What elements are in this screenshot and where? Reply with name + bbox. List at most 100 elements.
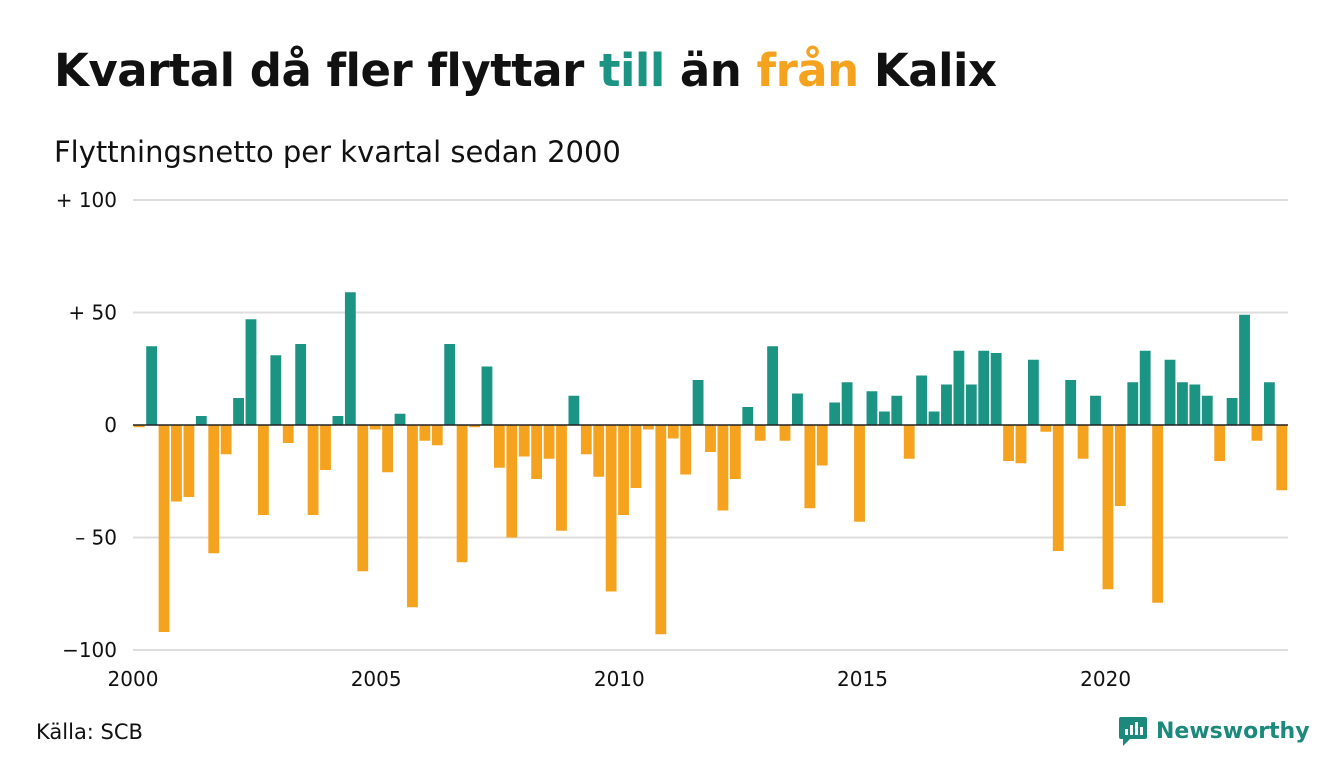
bar: [1090, 395, 1101, 425]
bar: [903, 425, 915, 459]
bar: [792, 393, 803, 425]
bar: [344, 292, 356, 425]
bar: [705, 425, 716, 452]
bar: [543, 425, 555, 459]
bar: [717, 425, 729, 511]
bar: [1003, 425, 1014, 461]
x-tick-label: 2005: [351, 667, 402, 691]
bar: [394, 413, 406, 425]
newsworthy-logo-icon: [1119, 717, 1147, 746]
bar: [580, 425, 592, 455]
bar: [1027, 359, 1039, 425]
bar: [941, 384, 952, 425]
bar: [667, 425, 679, 439]
bar: [1201, 395, 1213, 425]
bar: [146, 346, 158, 425]
x-tick-label: 2020: [1080, 667, 1131, 691]
bar: [245, 319, 257, 425]
title-part-3: Kalix: [858, 44, 997, 97]
bar: [444, 344, 456, 425]
bar: [469, 425, 480, 428]
bar: [692, 380, 704, 425]
bar: [481, 366, 493, 425]
bar: [1251, 425, 1263, 441]
bar: [1127, 382, 1139, 425]
bar: [804, 425, 816, 509]
bar: [307, 425, 319, 515]
bar: [916, 375, 928, 425]
bar: [642, 425, 654, 430]
bar: [518, 425, 530, 457]
bar: [493, 425, 505, 468]
bar: [332, 416, 344, 425]
bar: [729, 425, 741, 479]
bar: [456, 425, 468, 563]
bar: [1065, 380, 1077, 425]
bar: [531, 425, 543, 479]
x-tick-label: 2010: [594, 667, 645, 691]
gridlines: [133, 199, 1288, 651]
chart-subtitle: Flyttningsnetto per kvartal sedan 2000: [54, 135, 621, 169]
bar: [1189, 384, 1201, 425]
bar: [195, 416, 207, 425]
bar: [816, 425, 828, 466]
bar: [407, 425, 418, 608]
x-tick-label: 2000: [108, 667, 159, 691]
bar: [1177, 382, 1188, 425]
bar: [1040, 425, 1052, 432]
bar: [829, 402, 841, 425]
bar: [655, 425, 667, 635]
bar: [133, 425, 145, 428]
bar: [419, 425, 431, 441]
bar: [978, 350, 990, 425]
bar: [754, 425, 766, 441]
bar: [593, 425, 605, 477]
bar: [158, 425, 170, 632]
bar: [1114, 425, 1126, 506]
x-axis-tick-labels: 2000 2005 2010 2015 2020: [108, 667, 1132, 691]
bar: [1102, 425, 1114, 590]
bar: [506, 425, 518, 538]
source-note: Källa: SCB: [36, 720, 143, 744]
y-tick-label: −100: [62, 638, 117, 662]
chart-title: Kvartal då fler flyttar till än från Kal…: [54, 44, 997, 97]
bar: [220, 425, 232, 455]
bar: [680, 425, 692, 475]
bar: [208, 425, 220, 554]
bar: [1052, 425, 1064, 551]
bar: [282, 425, 294, 443]
bar: [990, 353, 1002, 425]
bar: [928, 411, 940, 425]
title-part-2: än: [664, 44, 757, 97]
y-tick-label: + 100: [56, 188, 117, 212]
y-tick-label: 0: [104, 413, 117, 437]
bar: [866, 391, 878, 425]
bar: [618, 425, 629, 515]
bar: [369, 425, 381, 430]
y-tick-label: + 50: [68, 301, 117, 325]
bar: [171, 425, 182, 502]
bar: [1077, 425, 1089, 459]
bar: [965, 384, 977, 425]
bar: [270, 355, 282, 425]
title-highlight-till: till: [598, 44, 665, 97]
bar: [1152, 425, 1164, 603]
bar: [320, 425, 331, 470]
brand-logo[interactable]: Newsworthy: [1118, 715, 1310, 747]
bar: [556, 425, 567, 531]
bar: [1239, 314, 1250, 425]
x-tick-label: 2015: [837, 667, 888, 691]
y-tick-label: – 50: [75, 526, 117, 550]
title-highlight-fran: från: [756, 44, 860, 97]
bar: [1226, 398, 1238, 425]
title-part-1: Kvartal då fler flyttar: [54, 44, 599, 97]
bar: [295, 344, 307, 425]
bar: [767, 346, 779, 425]
bar: [891, 395, 903, 425]
bar: [431, 425, 443, 446]
bar: [779, 425, 791, 441]
bar: [742, 407, 754, 425]
bar: [357, 425, 369, 572]
y-axis-tick-labels: + 100 + 50 0 – 50 −100: [56, 188, 117, 662]
